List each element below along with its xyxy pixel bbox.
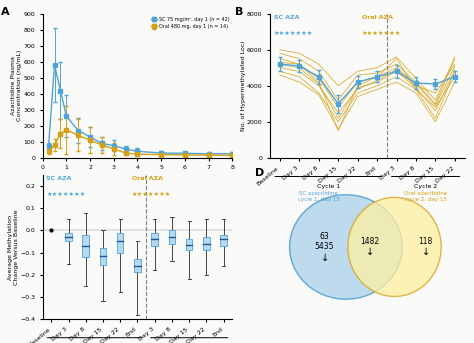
Text: D: D <box>255 168 264 178</box>
Text: ↓: ↓ <box>320 253 328 263</box>
Text: 1482: 1482 <box>361 237 380 246</box>
Bar <box>151 233 158 246</box>
Bar <box>82 235 89 257</box>
Text: Cycle 2: Cycle 2 <box>414 184 438 189</box>
Text: ★★★★★★★: ★★★★★★★ <box>46 192 86 197</box>
Text: B: B <box>235 7 244 16</box>
Bar <box>186 239 192 250</box>
Bar <box>117 233 124 252</box>
Text: ↓: ↓ <box>421 247 430 257</box>
Text: SC AZA: SC AZA <box>274 15 300 20</box>
Text: Oral azacitidine
cycle 2, day 15: Oral azacitidine cycle 2, day 15 <box>404 191 447 202</box>
Y-axis label: Azacitidine Plasma
Concentration (ng/mL): Azacitidine Plasma Concentration (ng/mL) <box>11 50 22 121</box>
Bar <box>220 235 227 246</box>
Text: SC AZA: SC AZA <box>46 176 72 181</box>
Text: SC azacitidine
cycle 1, day 15: SC azacitidine cycle 1, day 15 <box>298 191 340 202</box>
Text: Oral AZA: Oral AZA <box>362 15 392 20</box>
Bar <box>134 259 141 272</box>
Bar <box>203 237 210 250</box>
Legend: SC 75 mg/m², day 1 (n = 42), Oral 480 mg, day 1 (n = 14): SC 75 mg/m², day 1 (n = 42), Oral 480 mg… <box>151 16 230 29</box>
Text: 63: 63 <box>320 232 329 241</box>
Text: ★★★★★★★: ★★★★★★★ <box>362 31 401 36</box>
Text: 118: 118 <box>419 237 433 246</box>
Text: A: A <box>1 7 9 16</box>
Bar <box>169 230 175 244</box>
Y-axis label: Average Methylation
Change Versus Baseline: Average Methylation Change Versus Baseli… <box>8 209 18 285</box>
X-axis label: Time (hours): Time (hours) <box>115 176 160 182</box>
Bar <box>65 233 72 241</box>
Text: 5435: 5435 <box>315 243 334 251</box>
Bar <box>100 248 106 265</box>
Text: ★★★★★★★: ★★★★★★★ <box>274 31 313 36</box>
Ellipse shape <box>348 198 441 296</box>
Text: Oral AZA: Oral AZA <box>132 176 163 181</box>
Y-axis label: No. of Hypermethylated Loci: No. of Hypermethylated Loci <box>240 41 246 131</box>
Text: ★★★★★★★: ★★★★★★★ <box>132 192 171 197</box>
Text: ↓: ↓ <box>366 247 374 257</box>
Text: Cycle 1: Cycle 1 <box>317 184 340 189</box>
Ellipse shape <box>290 195 402 299</box>
